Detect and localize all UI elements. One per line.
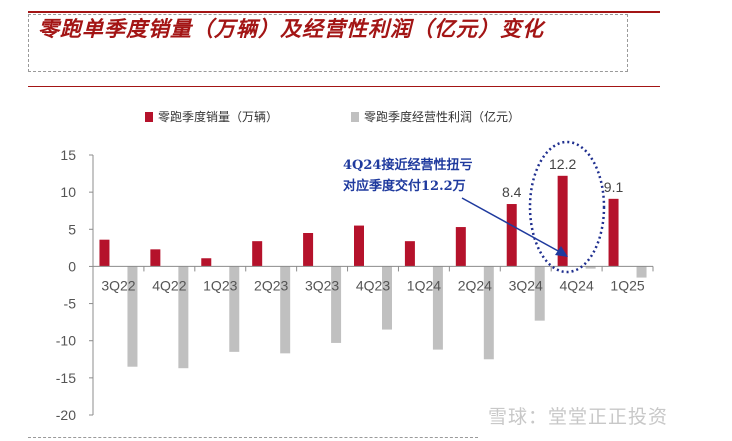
data-label: 12.2 <box>549 156 576 172</box>
y-tick-label: 5 <box>68 221 76 237</box>
bar-sales <box>455 227 466 267</box>
bar-sales <box>201 258 212 267</box>
x-tick-label: 3Q24 <box>509 277 543 293</box>
bar-profit <box>178 266 189 369</box>
bar-sales <box>608 198 619 267</box>
bar-sales <box>303 233 314 267</box>
bar-profit <box>585 266 596 269</box>
bar-sales <box>150 249 161 267</box>
watermark: 雪球：堂堂正正投资 <box>488 406 669 428</box>
y-tick-label: 15 <box>60 147 76 163</box>
x-tick-label: 4Q24 <box>560 277 594 293</box>
x-tick-label: 3Q23 <box>305 277 339 293</box>
legend-label-sales: 零跑季度销量（万辆） <box>158 109 278 124</box>
bar-sales <box>404 241 415 267</box>
title-bottom-rule <box>28 86 660 87</box>
bar-sales <box>252 241 263 267</box>
bottom-rule <box>28 437 478 438</box>
bar-profit <box>432 266 443 350</box>
y-axis: 15 10 5 0 -5 -10 -15 -20 <box>56 147 94 423</box>
page-title: 零跑单季度销量（万辆）及经营性利润（亿元）变化 <box>38 16 544 41</box>
annotation-text-line1: 4Q24接近经营性扭亏 <box>343 157 472 173</box>
x-tick-label: 3Q22 <box>101 277 135 293</box>
legend-label-profit: 零跑季度经营性利润（亿元） <box>364 109 520 124</box>
bar-sales <box>354 225 364 267</box>
legend-swatch-sales <box>145 112 153 122</box>
bar-sales <box>557 175 568 267</box>
data-label: 8.4 <box>502 184 522 200</box>
x-tick-label: 1Q23 <box>203 277 237 293</box>
x-tick-label: 2Q23 <box>254 277 288 293</box>
bar-sales <box>506 204 517 267</box>
annotation-arrow-line <box>461 197 561 253</box>
x-tick-label: 1Q25 <box>610 277 644 293</box>
y-tick-label: 0 <box>68 258 76 274</box>
x-axis: 3Q22 4Q22 1Q23 2Q23 3Q23 4Q23 1Q24 2Q24 3Q24 4Q24… <box>92 265 654 293</box>
annotation: 4Q24接近经营性扭亏 对应季度交付12.2万 <box>343 140 606 274</box>
title-box <box>28 14 628 72</box>
y-tick-label: -5 <box>64 296 77 312</box>
x-tick-label: 1Q24 <box>407 277 441 293</box>
highlight-ellipse <box>528 140 606 274</box>
bar-profit <box>229 266 240 352</box>
bar-sales <box>99 239 110 267</box>
bar-profit <box>331 266 342 343</box>
y-tick-label: -20 <box>56 407 76 423</box>
data-labels: 8.4 12.2 9.1 <box>502 156 623 200</box>
bar-profit <box>483 266 494 360</box>
x-tick-label: 4Q22 <box>152 277 186 293</box>
x-tick-label: 4Q23 <box>356 277 390 293</box>
bar-profit <box>382 266 392 330</box>
title-top-rule <box>28 11 660 13</box>
legend: 零跑季度销量（万辆） 零跑季度经营性利润（亿元） <box>145 109 520 124</box>
annotation-arrow-head <box>555 246 568 257</box>
bar-profit <box>127 266 138 367</box>
bar-profit <box>534 266 545 321</box>
bar-profit <box>280 266 291 354</box>
bars <box>99 175 647 369</box>
data-label: 9.1 <box>604 179 624 195</box>
y-tick-label: -15 <box>56 370 76 386</box>
legend-swatch-profit <box>351 112 359 122</box>
annotation-text-line2: 对应季度交付12.2万 <box>343 178 466 194</box>
y-tick-label: 10 <box>60 184 76 200</box>
x-tick-label: 2Q24 <box>458 277 492 293</box>
y-tick-label: -10 <box>56 333 76 349</box>
bar-profit <box>636 266 647 278</box>
